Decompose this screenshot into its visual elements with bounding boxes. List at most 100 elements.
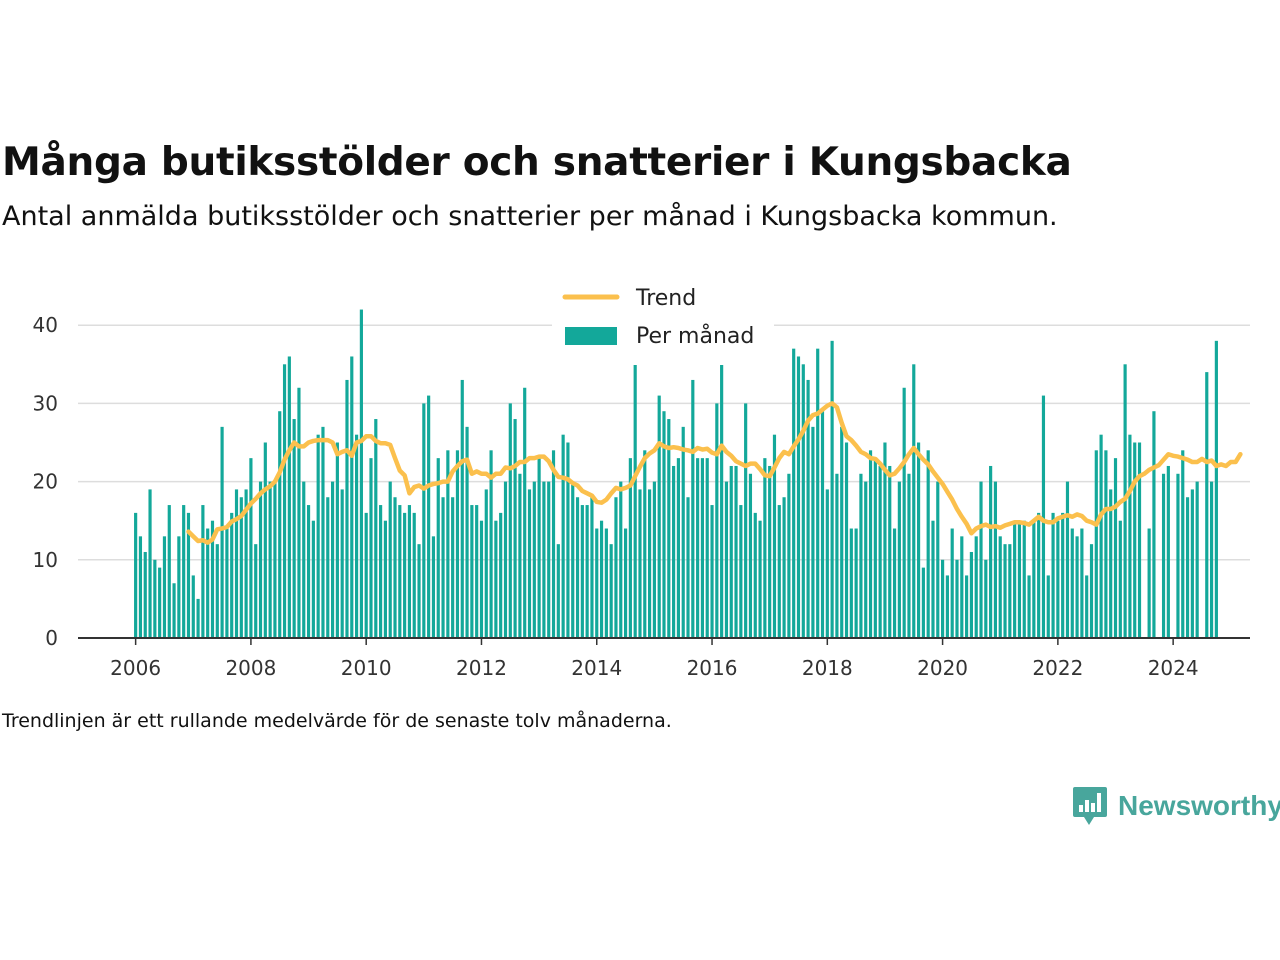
y-tick-label: 20 xyxy=(33,470,58,494)
chart-title: Många butiksstölder och snatterier i Kun… xyxy=(2,140,1072,185)
bar xyxy=(436,458,440,638)
bar xyxy=(551,450,556,638)
bar xyxy=(547,481,551,638)
bar xyxy=(355,434,359,638)
bar xyxy=(1109,489,1113,638)
bar xyxy=(1133,442,1137,638)
bar xyxy=(527,489,532,638)
bar xyxy=(1089,544,1094,638)
bar xyxy=(561,434,565,638)
bar xyxy=(326,497,330,638)
bar xyxy=(244,489,248,638)
bar xyxy=(888,465,892,638)
bar xyxy=(840,426,844,638)
bar xyxy=(993,481,998,638)
bar xyxy=(383,520,387,638)
bar xyxy=(1205,372,1209,638)
x-tick-label: 2010 xyxy=(341,656,392,680)
bar xyxy=(614,497,618,638)
bar xyxy=(643,450,647,638)
bar xyxy=(595,528,599,638)
bar xyxy=(926,450,930,638)
bar xyxy=(974,536,978,638)
x-tick-label: 2018 xyxy=(802,656,853,680)
bar xyxy=(182,505,186,638)
bar xyxy=(177,536,181,638)
bar xyxy=(1147,528,1151,638)
bar xyxy=(1065,481,1070,638)
bar xyxy=(796,356,801,638)
bar xyxy=(710,505,714,638)
bar xyxy=(1113,458,1118,638)
bar xyxy=(859,473,863,638)
bar xyxy=(499,512,503,638)
bar xyxy=(1181,450,1185,638)
brand-name: Newsworthy xyxy=(1118,790,1280,821)
bar xyxy=(350,356,354,638)
bar xyxy=(1032,520,1036,638)
bar xyxy=(1176,473,1180,638)
bar xyxy=(792,348,796,638)
bar xyxy=(734,465,738,638)
bar xyxy=(1022,520,1026,638)
bar xyxy=(1166,465,1170,638)
bar xyxy=(652,481,656,638)
brand-logo: Newsworthy xyxy=(1072,786,1280,826)
bar xyxy=(364,512,368,638)
bar xyxy=(412,512,416,638)
y-tick-label: 30 xyxy=(33,391,58,415)
bar xyxy=(883,442,887,638)
bar xyxy=(162,536,167,638)
bar xyxy=(297,387,301,638)
bar xyxy=(897,481,901,638)
bar xyxy=(1080,528,1084,638)
legend-bar-label: Per månad xyxy=(636,323,754,349)
bar xyxy=(316,434,320,638)
x-tick-label: 2006 xyxy=(110,656,161,680)
bar xyxy=(134,512,138,638)
bar xyxy=(989,465,993,638)
bar xyxy=(340,489,344,638)
bar xyxy=(427,395,431,638)
bar xyxy=(907,473,911,638)
bar xyxy=(379,505,383,638)
bar xyxy=(220,426,224,638)
bar xyxy=(816,348,820,638)
bar xyxy=(201,505,205,638)
bar xyxy=(729,465,733,638)
bar xyxy=(854,528,858,638)
bar xyxy=(763,458,767,638)
x-tick-label: 2020 xyxy=(917,656,968,680)
bar xyxy=(676,458,680,638)
bar xyxy=(475,505,479,638)
bar xyxy=(566,442,570,638)
bar xyxy=(359,309,363,638)
bar xyxy=(1037,512,1041,638)
bar xyxy=(628,458,632,638)
bar xyxy=(556,544,560,638)
bar xyxy=(407,505,412,638)
bar xyxy=(720,364,724,638)
bar xyxy=(748,473,753,638)
bar xyxy=(479,520,484,638)
bar xyxy=(206,528,210,638)
bar xyxy=(609,544,613,638)
bar xyxy=(638,489,642,638)
bar xyxy=(787,473,791,638)
bar xyxy=(1070,528,1074,638)
bar xyxy=(1075,536,1079,638)
bar xyxy=(585,505,589,638)
bar xyxy=(590,497,594,638)
legend-trend-label: Trend xyxy=(635,286,696,311)
legend-bar-swatch xyxy=(565,327,617,345)
chart-subtitle: Antal anmälda butiksstölder och snatteri… xyxy=(2,201,1058,232)
bar xyxy=(960,536,964,638)
bar xyxy=(287,356,291,638)
bar xyxy=(258,481,263,638)
bar xyxy=(1061,512,1065,638)
bar xyxy=(619,481,623,638)
bar xyxy=(921,567,925,638)
bar xyxy=(758,520,762,638)
bar xyxy=(868,450,873,638)
